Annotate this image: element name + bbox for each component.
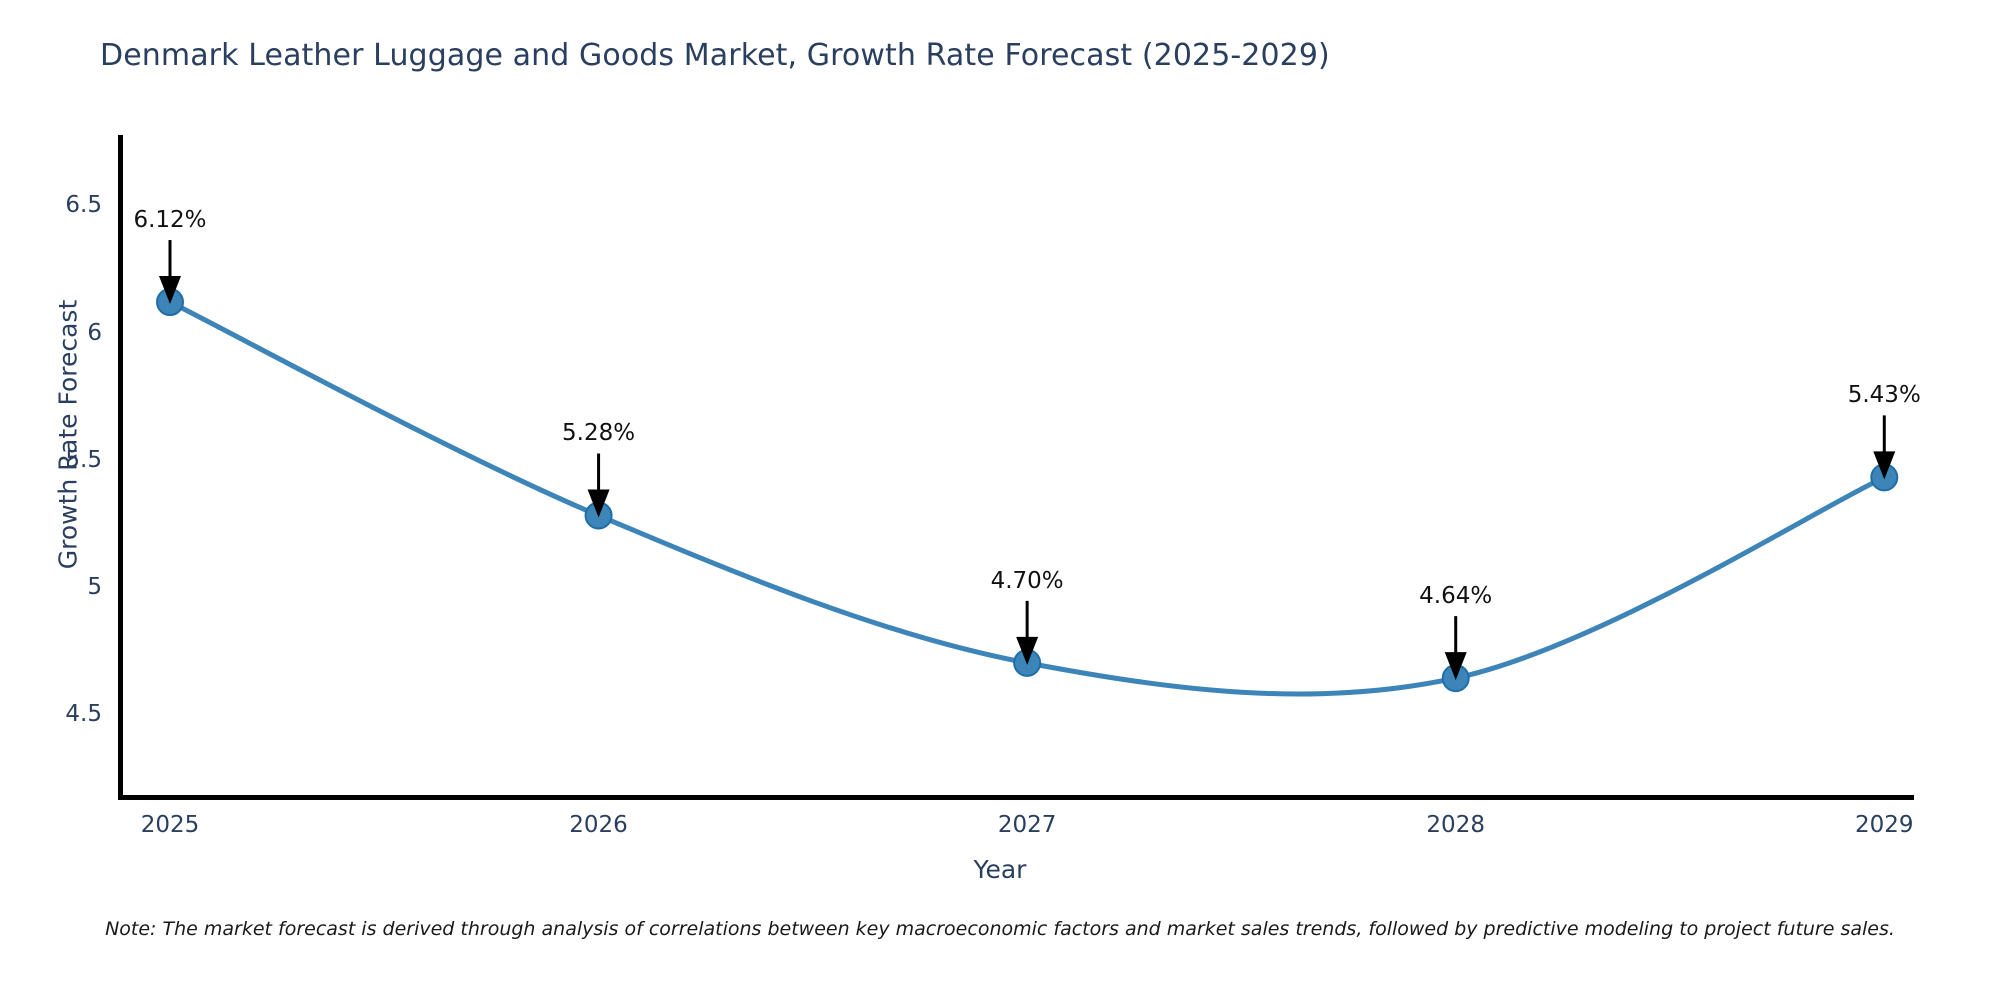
chart-footnote: Note: The market forecast is derived thr… xyxy=(105,918,1895,940)
annotation-arrow-head xyxy=(587,489,610,518)
data-point-label: 4.70% xyxy=(990,567,1064,594)
chart-title: Denmark Leather Luggage and Goods Market… xyxy=(100,38,1330,73)
annotation-arrows xyxy=(159,240,1896,681)
y-tick-label: 5.5 xyxy=(65,446,102,473)
data-point-label: 5.43% xyxy=(1847,382,1921,409)
x-axis-spine xyxy=(118,795,1914,800)
x-axis-title: Year xyxy=(973,855,1027,884)
y-tick-label: 5 xyxy=(87,573,102,600)
annotation-arrow-head xyxy=(1873,451,1896,480)
x-tick-label: 2025 xyxy=(140,812,200,838)
y-tick-label: 6.5 xyxy=(65,192,102,219)
y-tick-label: 6 xyxy=(87,319,102,346)
x-tick-label: 2028 xyxy=(1426,812,1485,838)
x-tick-label: 2026 xyxy=(569,812,628,838)
data-point-label: 4.64% xyxy=(1419,583,1493,610)
y-axis-spine xyxy=(118,135,123,800)
x-tick-label: 2029 xyxy=(1855,812,1914,838)
annotation-arrow-head xyxy=(159,276,181,305)
annotation-arrow-head xyxy=(1016,636,1039,665)
annotation-arrow-head xyxy=(1444,652,1467,681)
y-tick-label: 4.5 xyxy=(65,700,102,727)
data-point-label: 6.12% xyxy=(133,207,207,234)
data-point-label: 5.28% xyxy=(562,420,636,447)
x-tick-label: 2027 xyxy=(997,812,1057,838)
